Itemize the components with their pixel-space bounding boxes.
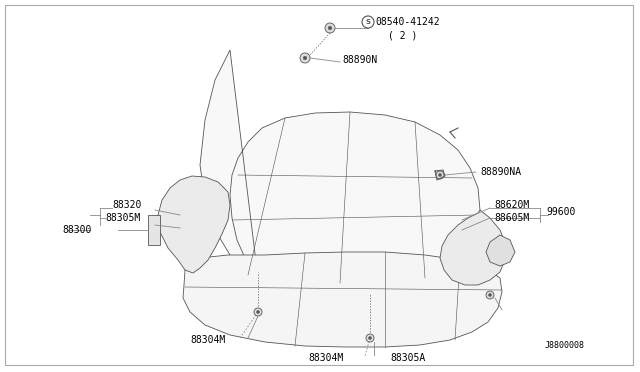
Polygon shape — [440, 210, 506, 285]
Circle shape — [300, 53, 310, 63]
Text: 88300: 88300 — [62, 225, 92, 235]
Text: 88620M: 88620M — [494, 200, 529, 210]
Circle shape — [328, 26, 332, 30]
Circle shape — [366, 334, 374, 342]
Polygon shape — [148, 215, 160, 245]
Polygon shape — [486, 235, 515, 266]
Text: 88305M: 88305M — [105, 213, 140, 223]
Text: 08540-41242: 08540-41242 — [375, 17, 440, 27]
Text: 88304M: 88304M — [308, 353, 343, 363]
Circle shape — [486, 291, 494, 299]
Circle shape — [303, 56, 307, 60]
Polygon shape — [200, 50, 480, 285]
Text: ( 2 ): ( 2 ) — [388, 30, 417, 40]
Circle shape — [436, 171, 444, 179]
Text: 88605M: 88605M — [494, 213, 529, 223]
Circle shape — [254, 308, 262, 316]
Polygon shape — [158, 176, 230, 273]
Text: 88305A: 88305A — [390, 353, 425, 363]
Circle shape — [325, 23, 335, 33]
Text: 99600: 99600 — [546, 207, 575, 217]
Text: 88320: 88320 — [112, 200, 141, 210]
Circle shape — [488, 294, 492, 296]
Text: J8800008: J8800008 — [545, 340, 585, 350]
Circle shape — [369, 337, 371, 339]
Circle shape — [362, 16, 374, 28]
Text: 88890N: 88890N — [342, 55, 377, 65]
Text: S: S — [365, 19, 371, 25]
Text: 88304M: 88304M — [190, 335, 225, 345]
Circle shape — [257, 311, 259, 313]
Text: 88890NA: 88890NA — [480, 167, 521, 177]
Polygon shape — [183, 252, 502, 347]
Circle shape — [438, 174, 442, 176]
